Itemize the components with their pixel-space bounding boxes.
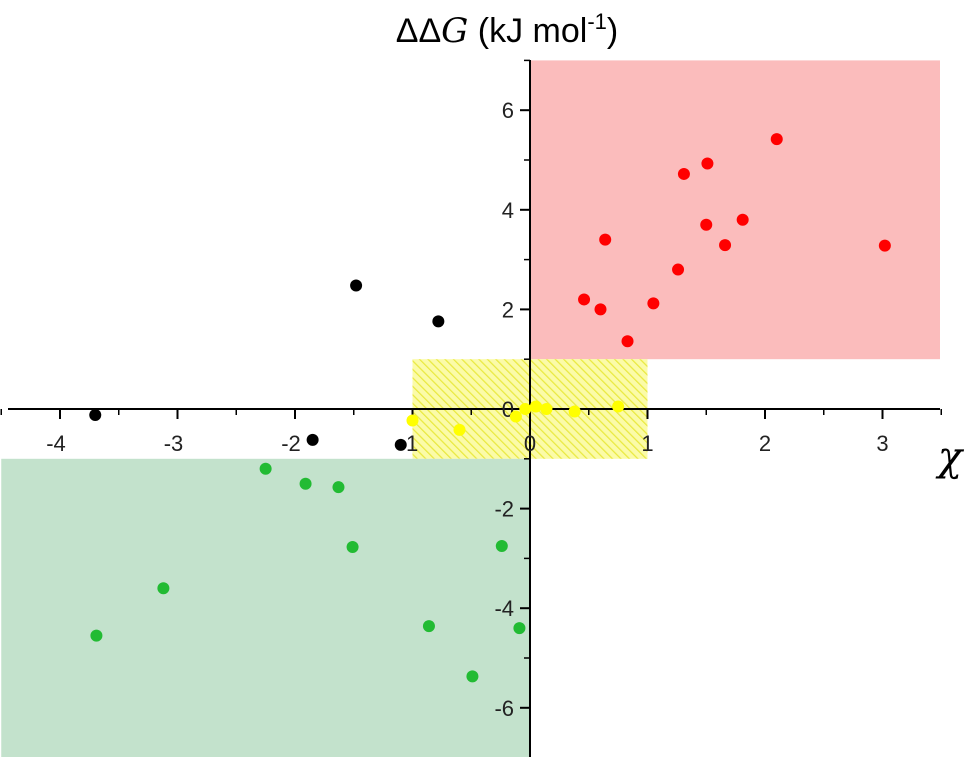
y-tick-label: -2 xyxy=(494,497,514,522)
region-destabilizing xyxy=(530,60,940,360)
data-point-yellow xyxy=(568,405,581,418)
data-point-black xyxy=(89,408,102,421)
data-point-yellow xyxy=(509,410,522,423)
data-point-red xyxy=(599,233,612,246)
x-tick-label: -4 xyxy=(46,431,66,456)
data-point-yellow xyxy=(529,400,542,413)
x-tick-label: 1 xyxy=(641,431,653,456)
region-stabilizing xyxy=(1,458,530,757)
data-point-green xyxy=(422,620,435,633)
y-axis-title-unit: (kJ mol xyxy=(468,12,587,50)
x-axis-title: χ xyxy=(935,434,965,480)
y-axis-title-delta: ΔΔ xyxy=(396,12,441,50)
data-point-red xyxy=(700,218,713,231)
data-point-black xyxy=(432,315,445,328)
data-point-red xyxy=(647,297,660,310)
data-point-green xyxy=(466,670,479,683)
data-point-red xyxy=(578,293,591,306)
data-point-yellow xyxy=(612,400,625,413)
data-point-red xyxy=(621,335,634,348)
y-axis-title-variable: G xyxy=(441,11,468,51)
data-points xyxy=(89,133,891,683)
data-point-yellow xyxy=(406,414,419,427)
data-point-green xyxy=(495,539,508,552)
data-point-black xyxy=(350,279,363,292)
data-point-green xyxy=(259,462,272,475)
data-point-green xyxy=(157,582,170,595)
y-tick-label: 4 xyxy=(502,198,514,223)
data-point-yellow xyxy=(519,403,532,415)
data-point-black xyxy=(394,438,407,451)
x-tick-label: 2 xyxy=(759,431,771,456)
data-point-green xyxy=(513,622,526,635)
data-point-green xyxy=(332,481,345,494)
data-point-red xyxy=(677,167,690,180)
y-axis-title-exponent: -1 xyxy=(587,9,607,34)
y-tick-label: -6 xyxy=(494,696,514,721)
data-point-red xyxy=(701,157,714,170)
data-point-red xyxy=(736,213,749,226)
data-point-green xyxy=(299,477,312,490)
data-point-green xyxy=(90,629,103,642)
x-tick-label: 0 xyxy=(524,431,536,456)
x-tick-label: 3 xyxy=(876,431,888,456)
y-axis-title: ΔΔG (kJ mol-1) xyxy=(396,9,618,51)
y-tick-label: 2 xyxy=(502,297,514,322)
x-tick-label: -3 xyxy=(164,431,184,456)
y-tick-label: -4 xyxy=(494,596,514,621)
data-point-red xyxy=(878,239,891,252)
x-tick-label: -2 xyxy=(281,431,301,456)
data-point-red xyxy=(672,263,685,276)
y-axis-title-close: ) xyxy=(607,12,618,50)
y-tick-label: 6 xyxy=(502,98,514,123)
data-point-red xyxy=(770,133,783,146)
data-point-red xyxy=(594,303,607,316)
data-point-yellow xyxy=(453,423,466,436)
data-point-black xyxy=(306,433,319,446)
data-point-red xyxy=(719,239,732,252)
data-point-green xyxy=(346,540,359,553)
data-point-yellow xyxy=(540,403,553,415)
